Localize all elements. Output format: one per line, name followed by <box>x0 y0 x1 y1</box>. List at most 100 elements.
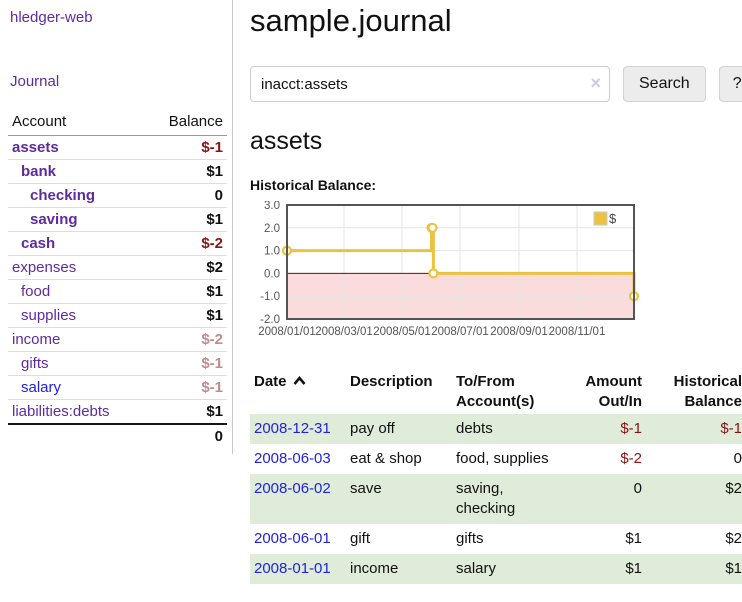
transaction-historical-balance: $2 <box>725 530 742 547</box>
sidebar-account-row: expenses $2 <box>8 255 227 280</box>
svg-text:1.0: 1.0 <box>264 246 280 258</box>
sidebar-account-link[interactable]: bank <box>21 163 57 180</box>
table-row: 2008-01-01 income salary $1 $1 <box>250 554 742 584</box>
sidebar-account-row: gifts $-1 <box>8 351 227 376</box>
sidebar-account-balance: $1 <box>145 159 227 184</box>
transaction-date-link[interactable]: 2008-01-01 <box>254 560 331 577</box>
sidebar-account-balance: $-1 <box>145 375 227 400</box>
transaction-description: gift <box>350 530 371 547</box>
sidebar-account-balance: $1 <box>145 399 227 425</box>
sidebar-account-row: saving $1 <box>8 207 227 232</box>
transaction-historical-balance: $1 <box>725 560 742 577</box>
sidebar: hledger-web Journal Account Balance asse… <box>0 0 233 454</box>
table-row: 2008-12-31 pay off debts $-1 $-1 <box>250 414 742 444</box>
svg-text:2008/05/01: 2008/05/01 <box>373 326 431 338</box>
svg-text:2008/07/01: 2008/07/01 <box>431 326 489 338</box>
transaction-amount: $1 <box>625 560 642 577</box>
table-row: 2008-06-01 gift gifts $1 $2 <box>250 524 742 554</box>
transaction-date-link[interactable]: 2008-06-03 <box>254 450 331 467</box>
table-row: 2008-06-02 save saving, checking 0 $2 <box>250 474 742 524</box>
sidebar-account-row: assets $-1 <box>8 135 227 160</box>
sidebar-account-row: salary $-1 <box>8 375 227 400</box>
sidebar-account-balance: $-2 <box>145 231 227 256</box>
transaction-description: eat & shop <box>350 450 422 467</box>
app-title-link[interactable]: hledger-web <box>10 9 93 26</box>
sidebar-account-row: bank $1 <box>8 159 227 184</box>
clear-search-icon[interactable]: × <box>590 73 601 93</box>
transaction-amount: 0 <box>633 480 642 497</box>
accounts-table: Account Balance assets $-1 bank $1 checking 0… <box>8 110 227 448</box>
transaction-amount: $1 <box>625 530 642 547</box>
accounts-total-spacer <box>8 423 146 448</box>
chart-title: Historical Balance: <box>250 177 377 193</box>
register-header-accounts[interactable]: To/From Account(s) <box>456 373 535 410</box>
sidebar-account-balance: $1 <box>145 279 227 304</box>
svg-text:2.0: 2.0 <box>264 223 280 235</box>
account-title: assets <box>250 127 323 155</box>
transaction-accounts: gifts <box>456 530 484 547</box>
register-header-amount[interactable]: Amount Out/In <box>585 373 642 410</box>
sidebar-account-balance: 0 <box>145 183 227 208</box>
sidebar-account-link[interactable]: supplies <box>21 307 77 324</box>
page-title: sample.journal <box>250 3 452 38</box>
svg-text:2008/03/01: 2008/03/01 <box>315 326 373 338</box>
svg-text:2008/01/01: 2008/01/01 <box>258 326 316 338</box>
sidebar-account-link[interactable]: expenses <box>12 259 77 276</box>
sidebar-account-row: cash $-2 <box>8 231 227 256</box>
register-header-description[interactable]: Description <box>350 373 433 390</box>
sidebar-account-balance: $-1 <box>145 135 227 160</box>
sidebar-account-row: liabilities:debts $1 <box>8 399 227 425</box>
sidebar-account-link[interactable]: saving <box>30 211 78 228</box>
sidebar-account-link[interactable]: checking <box>30 187 96 204</box>
accounts-header-account: Account <box>8 110 146 136</box>
sidebar-account-link[interactable]: food <box>21 283 51 300</box>
sidebar-account-balance: $2 <box>145 255 227 280</box>
main-content: sample.journal × Search ? assets Histori… <box>233 0 742 602</box>
transaction-accounts: debts <box>456 420 493 437</box>
sidebar-account-link[interactable]: income <box>12 331 61 348</box>
svg-text:0.0: 0.0 <box>264 268 280 280</box>
transaction-historical-balance: $2 <box>725 480 742 497</box>
historical-balance-chart: $3.0 2.0 1.0 0.0 -1.0 -2.0 2008/01/01 2008/03/0… <box>250 200 742 348</box>
accounts-total-value: 0 <box>145 423 227 448</box>
transaction-amount: $-1 <box>620 420 642 437</box>
transaction-description: income <box>350 560 399 577</box>
chevron-up-icon <box>293 375 306 385</box>
search-input-wrap: × <box>250 66 610 102</box>
transaction-description: pay off <box>350 420 395 437</box>
register-header-date[interactable]: Date <box>250 370 346 414</box>
svg-text:-1.0: -1.0 <box>260 291 280 303</box>
transaction-date-link[interactable]: 2008-12-31 <box>254 420 331 437</box>
transaction-accounts: salary <box>456 560 497 577</box>
accounts-header-balance: Balance <box>145 110 227 136</box>
sidebar-account-link[interactable]: liabilities:debts <box>12 403 110 420</box>
transaction-amount: $-2 <box>620 450 642 467</box>
transaction-historical-balance: $-1 <box>720 420 742 437</box>
transaction-accounts: saving, checking <box>456 480 516 517</box>
sidebar-account-link[interactable]: cash <box>21 235 56 252</box>
svg-text:2008/11/01: 2008/11/01 <box>549 326 606 338</box>
sidebar-account-link[interactable]: gifts <box>21 355 49 372</box>
transaction-date-link[interactable]: 2008-06-01 <box>254 530 331 547</box>
transaction-date-link[interactable]: 2008-06-02 <box>254 480 331 497</box>
sidebar-account-link[interactable]: assets <box>12 139 59 156</box>
sidebar-account-row: supplies $1 <box>8 303 227 328</box>
sidebar-account-link[interactable]: salary <box>21 379 62 396</box>
table-row: 2008-06-03 eat & shop food, supplies $-2 0 <box>250 444 742 474</box>
sidebar-account-row: income $-2 <box>8 327 227 352</box>
search-form: × Search ? <box>250 66 742 102</box>
transaction-historical-balance: 0 <box>733 450 742 467</box>
svg-text:3.0: 3.0 <box>264 201 280 212</box>
register-header-historical[interactable]: Historical Balance <box>673 373 742 410</box>
sidebar-item-journal[interactable]: Journal <box>10 73 60 90</box>
transaction-description: save <box>350 480 382 497</box>
sidebar-account-row: checking 0 <box>8 183 227 208</box>
help-button[interactable]: ? <box>718 66 742 102</box>
search-button[interactable]: Search <box>623 66 706 102</box>
search-input[interactable] <box>250 66 610 102</box>
transaction-accounts: food, supplies <box>456 450 549 467</box>
svg-text:2008/09/01: 2008/09/01 <box>490 326 548 338</box>
sidebar-account-balance: $1 <box>145 303 227 328</box>
